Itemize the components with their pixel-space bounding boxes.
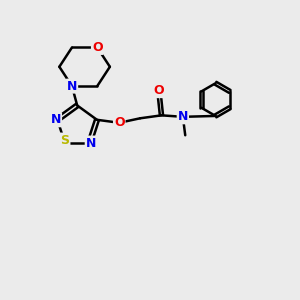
Text: N: N bbox=[67, 80, 77, 93]
Text: S: S bbox=[61, 134, 70, 147]
Text: O: O bbox=[154, 84, 164, 97]
Text: N: N bbox=[51, 113, 61, 126]
Text: N: N bbox=[178, 110, 188, 123]
Text: O: O bbox=[114, 116, 124, 129]
Text: O: O bbox=[92, 41, 103, 54]
Text: N: N bbox=[86, 136, 96, 150]
